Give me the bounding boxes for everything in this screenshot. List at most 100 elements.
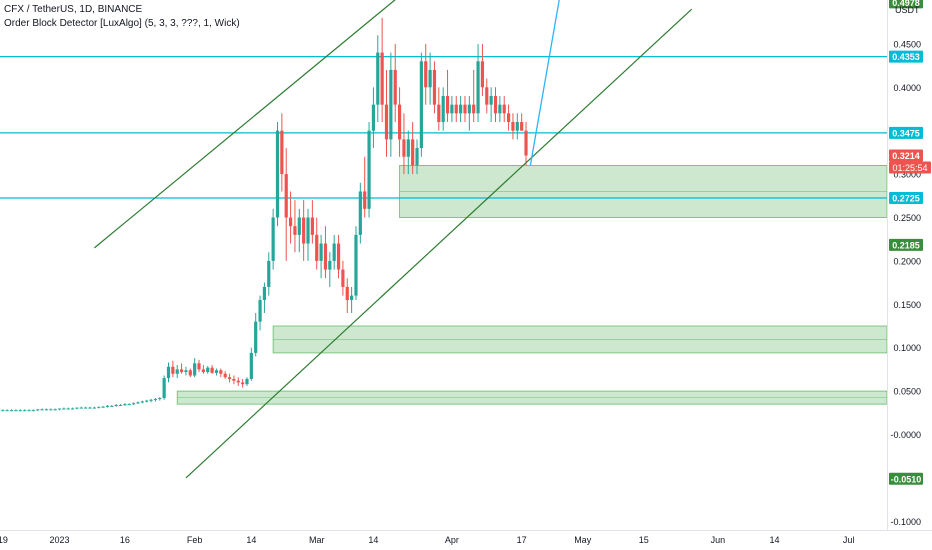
candle-body [454, 104, 458, 114]
price-label-box [889, 50, 923, 63]
candle-body [319, 243, 323, 261]
candle-body [493, 95, 498, 114]
price-label-box [889, 238, 923, 251]
price-tick-label: 0.1500 [893, 300, 921, 310]
candle-body [411, 139, 415, 166]
time-tick-label: 16 [120, 535, 130, 545]
candle-body [275, 130, 280, 218]
candle-body [245, 378, 249, 385]
candle-body [75, 407, 79, 409]
trend-channel-line [93, 0, 396, 249]
candle-body [62, 408, 66, 410]
candle-body [288, 217, 293, 227]
candle-body [489, 95, 493, 105]
candle-body [227, 377, 232, 379]
candle-body [506, 113, 511, 123]
price-label-text: -0.0510 [891, 474, 922, 484]
price-label-box [889, 126, 923, 139]
candle-body [105, 405, 110, 407]
candle-body [149, 399, 153, 401]
price-label-text: 0.2725 [892, 193, 920, 203]
candle-body [445, 95, 450, 114]
candle-body [197, 363, 201, 370]
candle-body [428, 69, 432, 88]
candle-body [223, 373, 227, 378]
candle-body [467, 104, 471, 114]
candle-body [336, 243, 341, 270]
candle-body [498, 104, 502, 114]
time-tick-label: 2023 [49, 535, 69, 545]
time-tick-label: 19 [0, 535, 8, 545]
time-tick-label: 15 [639, 535, 649, 545]
price-label-text: 0.4353 [892, 52, 920, 62]
time-tick-label: Jul [843, 535, 855, 545]
candle-body [472, 104, 476, 114]
candle-body [88, 407, 92, 409]
candle-body [166, 366, 171, 379]
candle-body [406, 139, 410, 157]
candle-body [201, 369, 205, 373]
candle-body [358, 191, 362, 235]
candle-body [136, 402, 140, 404]
time-tick-label: 17 [517, 535, 527, 545]
candle-body [297, 217, 301, 235]
candle-body [53, 409, 57, 411]
time-tick-label: Feb [187, 535, 203, 545]
candle-body [193, 363, 197, 376]
candle-body [280, 130, 284, 175]
price-tick-label: 0.3000 [893, 170, 921, 180]
candle-body [419, 61, 423, 149]
candle-body [402, 139, 406, 157]
candle-body [236, 380, 240, 383]
price-label-text: 0.4978 [892, 0, 920, 8]
candle-body [323, 243, 328, 270]
candle-body [210, 367, 214, 373]
candle-body [92, 407, 96, 409]
candle-body [502, 104, 506, 114]
price-label-text: 0.2185 [892, 240, 920, 250]
price-tick-label: 0.0500 [893, 387, 921, 397]
candle-body [432, 69, 437, 105]
price-tick-label: 0.4000 [893, 83, 921, 93]
candle-body [315, 234, 319, 261]
candle-body [206, 367, 210, 373]
candle-body [345, 286, 349, 300]
candle-body [57, 408, 62, 410]
time-tick-label: Mar [309, 535, 325, 545]
candle-body [284, 174, 288, 218]
candle-body [389, 69, 393, 140]
candle-body [328, 260, 332, 270]
candle-body [127, 404, 131, 406]
candle-body [123, 404, 127, 406]
candle-body [179, 369, 184, 373]
candle-body [153, 398, 158, 400]
candle-body [5, 410, 9, 412]
price-label-box [889, 191, 923, 204]
price-unit: USDT [895, 5, 920, 15]
candle-body [293, 226, 297, 235]
candle-body [332, 243, 336, 261]
candle-body [110, 405, 114, 407]
time-tick-label: Apr [445, 535, 459, 545]
candle-body [384, 104, 389, 140]
price-tick-label: 0.2500 [893, 213, 921, 223]
price-tick-label: 0.4500 [893, 39, 921, 49]
candle-body [380, 52, 384, 105]
candle-body [162, 378, 166, 399]
candle-body [219, 370, 223, 374]
candle-body [27, 410, 31, 412]
candle-body [188, 370, 192, 376]
candle-body [31, 410, 35, 412]
chart-title: CFX / TetherUS, 1D, BINANCE [4, 4, 143, 15]
candle-body [18, 410, 22, 412]
candle-body [258, 299, 262, 322]
candle-body [354, 234, 358, 296]
candle-body [306, 217, 310, 244]
time-tick-label: Jun [711, 535, 726, 545]
candle-body [267, 260, 271, 287]
projection-arrow [529, 0, 560, 166]
indicator-label[interactable]: Order Block Detector [LuxAlgo] (5, 3, 3,… [4, 18, 240, 29]
candle-body [132, 403, 136, 405]
time-tick-label: 14 [368, 535, 378, 545]
